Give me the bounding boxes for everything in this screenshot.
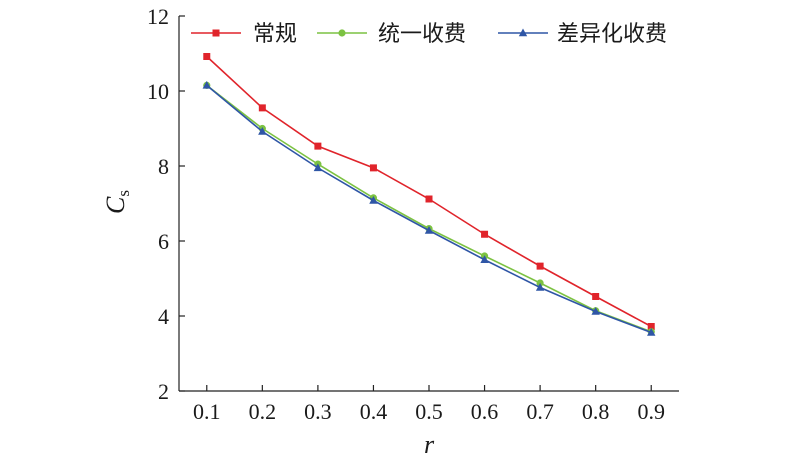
x-tick-label: 0.8	[582, 399, 610, 424]
data-point	[369, 196, 378, 204]
legend-item: 差异化收费	[498, 22, 667, 47]
data-point	[480, 255, 489, 263]
legend: 常规 统一收费 差异化收费	[191, 22, 667, 47]
data-point	[647, 328, 656, 336]
y-axis-title-main: C	[101, 196, 130, 214]
y-tick-label: 12	[147, 4, 169, 29]
series-line	[206, 84, 652, 333]
legend-swatch-marker	[212, 29, 220, 37]
series-1	[203, 81, 655, 336]
data-point	[258, 104, 266, 112]
y-tick-label: 8	[158, 154, 169, 179]
legend-item: 统一收费	[317, 22, 466, 47]
x-tick-label: 0.3	[304, 399, 332, 424]
data-point	[591, 307, 600, 315]
data-point	[203, 53, 211, 60]
data-point	[647, 323, 655, 330]
data-point	[592, 293, 600, 300]
axes: 2 4 6 8 10 12 0.1 0.2 0.3 0.4 0.5 0.6 0.7 0.8 0.9	[147, 4, 679, 424]
series-0	[203, 53, 655, 330]
series-line	[206, 84, 652, 334]
x-tick-label: 0.4	[360, 399, 388, 424]
data-point	[314, 142, 322, 150]
data-point	[424, 226, 434, 234]
legend-swatch-marker	[338, 29, 346, 37]
x-tick-label: 0.7	[526, 399, 554, 424]
data-point	[535, 283, 545, 291]
y-tick-label: 2	[158, 379, 169, 404]
legend-label: 差异化收费	[557, 22, 667, 47]
y-axis-title: Cs	[101, 190, 133, 214]
x-tick-label: 0.5	[415, 399, 443, 424]
data-point	[313, 163, 323, 172]
data-point	[536, 262, 544, 270]
y-tick-label: 10	[147, 79, 169, 104]
data-point	[258, 127, 267, 135]
x-tick-label: 0.1	[193, 399, 221, 424]
data-point	[425, 195, 433, 203]
y-tick-label: 4	[158, 304, 169, 329]
x-axis-title: r	[424, 430, 435, 459]
data-point	[481, 230, 489, 238]
legend-swatch-marker	[518, 28, 528, 37]
legend-label: 统一收费	[378, 22, 466, 47]
series-2	[202, 80, 656, 336]
data-point	[202, 80, 211, 89]
y-axis-title-sub: s	[114, 190, 133, 197]
x-tick-label: 0.6	[471, 399, 499, 424]
series-line	[206, 55, 652, 328]
data-point	[369, 164, 377, 172]
x-tick-label: 0.2	[249, 399, 277, 424]
legend-label: 常规	[253, 22, 297, 47]
x-tick-label: 0.9	[637, 399, 665, 424]
legend-item: 常规	[191, 22, 297, 47]
y-tick-label: 6	[158, 229, 169, 254]
series-layer	[202, 53, 656, 336]
